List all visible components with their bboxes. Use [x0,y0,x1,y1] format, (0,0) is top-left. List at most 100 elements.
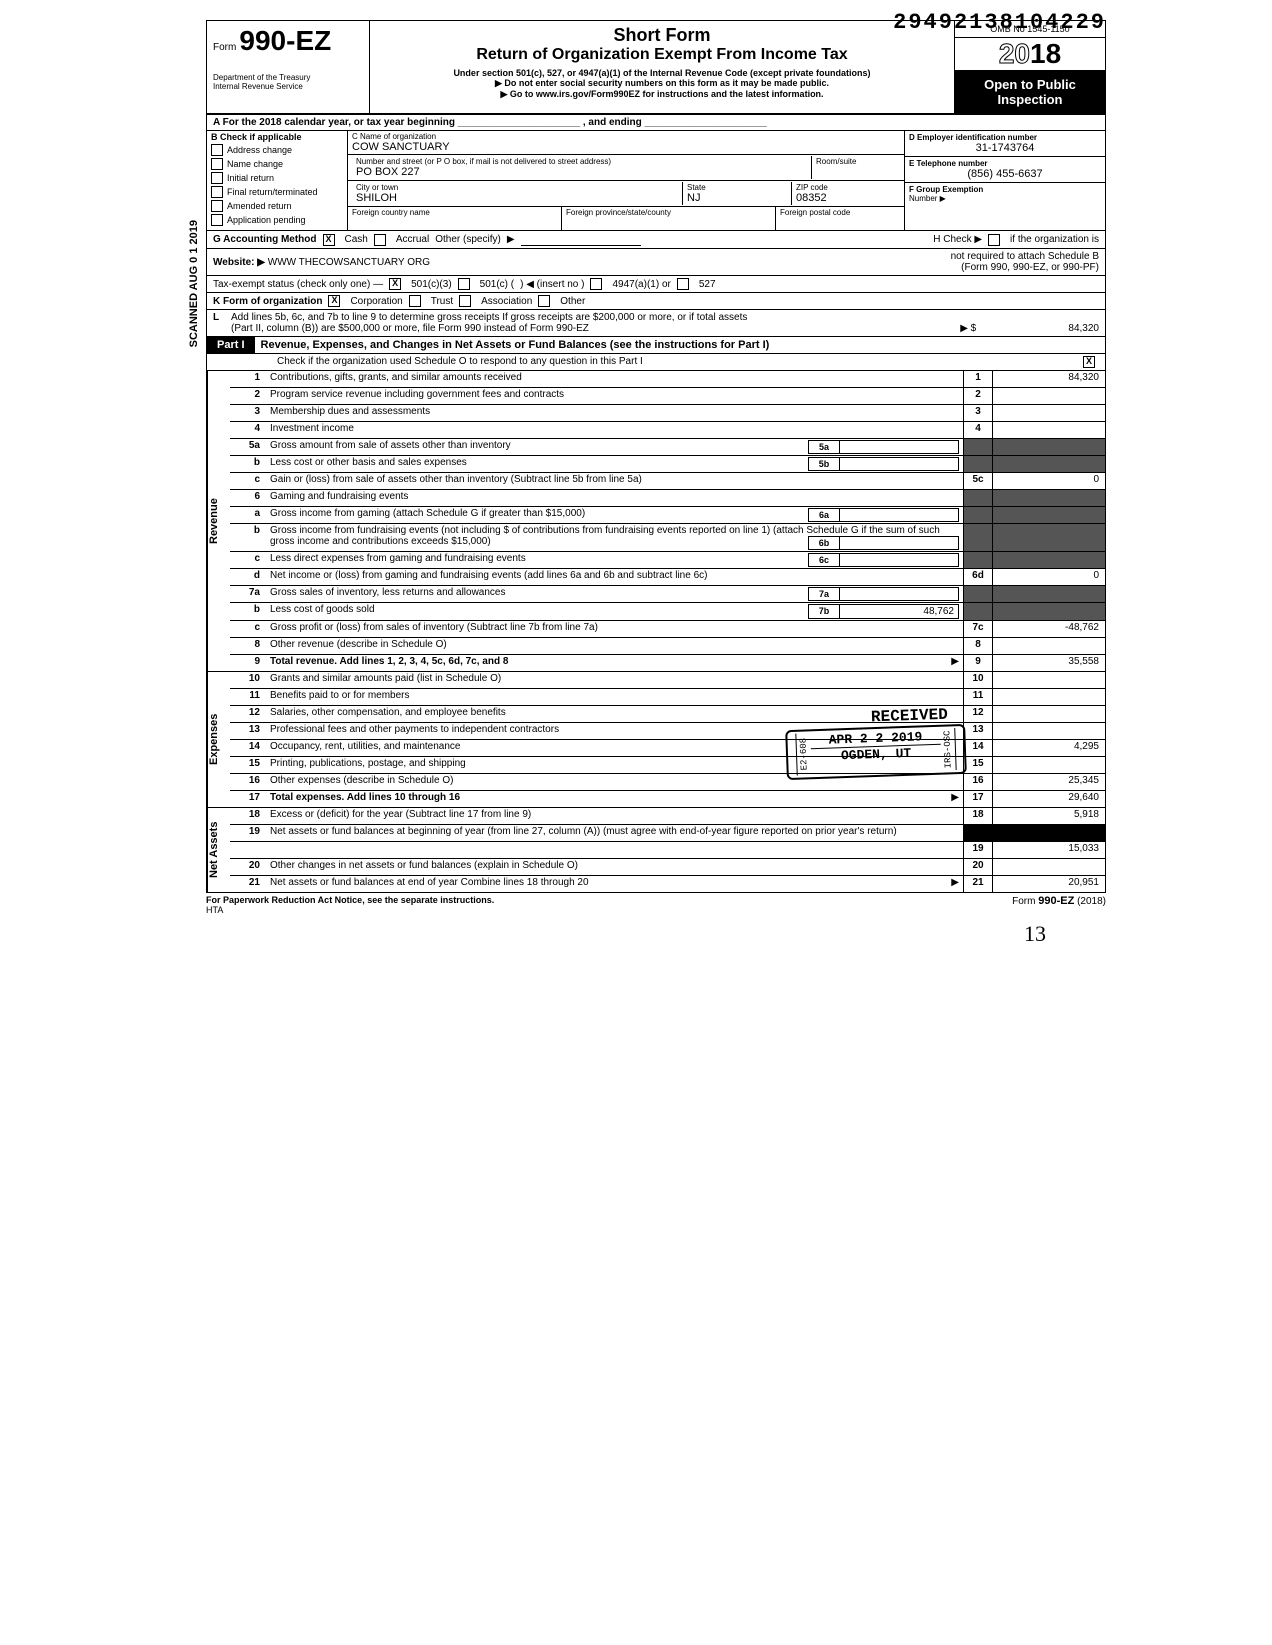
b-item: Amended return [207,199,347,213]
l-text1: Add lines 5b, 6c, and 7b to line 9 to de… [231,312,1099,323]
handwritten-pagenum: 13 [1024,921,1046,947]
checkbox[interactable] [211,186,223,198]
line-6b: b Gross income from fundraising events (… [230,524,1105,552]
title-sub: Under section 501(c), 527, or 4947(a)(1)… [378,68,946,78]
c-name-label: C Name of organization [352,132,900,141]
checkbox-4947[interactable] [590,278,602,290]
line-11: 11 Benefits paid to or for members 11 [230,689,1105,706]
other-specify-field[interactable] [521,233,641,246]
checkbox[interactable] [211,172,223,184]
line-6: 6 Gaming and fundraising events [230,490,1105,507]
title-line1: ▶ Do not enter social security numbers o… [378,78,946,89]
checkbox-assoc[interactable] [459,295,471,307]
netassets-body: 18 Excess or (deficit) for the year (Sub… [230,808,1105,892]
checkbox-501c3[interactable]: X [389,278,401,290]
row-l: L Add lines 5b, 6c, and 7b to line 9 to … [206,310,1106,337]
dept-irs: Internal Revenue Service [213,82,363,91]
line-5b: b Less cost or other basis and sales exp… [230,456,1105,473]
website-value: WWW THECOWSANCTUARY ORG [268,257,430,268]
scanned-stamp: SCANNED AUG 0 1 2019 [188,220,200,347]
line-7b: b Less cost of goods sold 7b48,762 [230,603,1105,621]
org-street: PO BOX 227 [356,166,807,178]
line-7a: 7a Gross sales of inventory, less return… [230,586,1105,603]
checkbox[interactable] [211,144,223,156]
part1-label: Part I [207,337,255,353]
year-suffix: 18 [1030,38,1061,69]
d-ein: D Employer identification number 31-1743… [905,131,1105,157]
c-state-label: State [687,183,787,192]
row-g: G Accounting Method XCash Accrual Other … [206,231,1106,249]
org-name: COW SANCTUARY [352,141,900,153]
title-short: Short Form [378,25,946,46]
h-label: H Check ▶ [933,234,982,245]
c-city-row: City or town SHILOH State NJ ZIP code 08… [348,181,904,207]
line-6a: a Gross income from gaming (attach Sched… [230,507,1105,524]
line-15: 15 Printing, publications, postage, and … [230,757,1105,774]
c-fpc-label: Foreign postal code [780,208,900,217]
line-18: 18 Excess or (deficit) for the year (Sub… [230,808,1105,825]
checkbox-cash[interactable]: X [323,234,335,246]
footer: For Paperwork Reduction Act Notice, see … [206,893,1106,917]
c-street-row: Number and street (or P O box, if mail i… [348,155,904,181]
checkbox-501c[interactable] [458,278,470,290]
line-8: 8 Other revenue (describe in Schedule O)… [230,638,1105,655]
form-prefix: Form [213,42,236,53]
line-21: 21 Net assets or fund balances at end of… [230,876,1105,892]
k-label: K Form of organization [213,296,322,307]
c-city-label: City or town [356,183,678,192]
row-i: Tax-exempt status (check only one) — X50… [206,276,1106,293]
open-public: Open to Public Inspection [955,71,1105,113]
c-street-label: Number and street (or P O box, if mail i… [356,157,807,166]
l-text2: (Part II, column (B)) are $500,000 or mo… [231,323,589,334]
line-6c: c Less direct expenses from gaming and f… [230,552,1105,569]
col-b: B Check if applicable Address change Nam… [207,131,348,230]
b-item: Application pending [207,213,347,227]
row-k: K Form of organization XCorporation Trus… [206,293,1106,310]
checkbox-accrual[interactable] [374,234,386,246]
checkbox-schedule-o[interactable]: X [1083,356,1095,368]
h-text1: if the organization is [1010,234,1099,245]
checkbox-trust[interactable] [409,295,421,307]
website-label: Website: ▶ [213,257,265,268]
d-group-sub: Number ▶ [909,194,1101,203]
checkbox[interactable] [211,214,223,226]
c-fc-label: Foreign country name [352,208,557,217]
checkbox[interactable] [211,200,223,212]
line-16: 16 Other expenses (describe in Schedule … [230,774,1105,791]
line-1: 1 Contributions, gifts, grants, and simi… [230,371,1105,388]
l-arrow: ▶ $ [960,323,976,334]
l-lead: L [213,312,219,323]
title-main: Return of Organization Exempt From Incom… [378,46,946,64]
checkbox[interactable] [211,158,223,170]
line-19: 19 Net assets or fund balances at beginn… [230,825,1105,842]
org-ein: 31-1743764 [909,142,1101,154]
expenses-section: Expenses 10 Grants and similar amounts p… [206,672,1106,808]
footer-right: Form 990-EZ (2018) [1012,895,1106,915]
checkbox-527[interactable] [677,278,689,290]
line-13: 13 Professional fees and other payments … [230,723,1105,740]
form-number: 990-EZ [239,25,331,56]
line-3: 3 Membership dues and assessments 3 [230,405,1105,422]
top-barcode-number: 29492138104229 [893,10,1106,35]
form-number-cell: Form 990-EZ Department of the Treasury I… [207,21,370,113]
c-room-label: Room/suite [816,157,896,166]
org-zip: 08352 [796,192,896,204]
c-foreign-row: Foreign country name Foreign province/st… [348,207,904,230]
checkbox-corp[interactable]: X [328,295,340,307]
checkbox-h[interactable] [988,234,1000,246]
d-ein-label: D Employer identification number [909,133,1101,142]
b-item: Name change [207,157,347,171]
l-amount: 84,320 [979,323,1099,334]
checkbox-other[interactable] [538,295,550,307]
side-expenses: Expenses [207,672,230,807]
footer-hta: HTA [206,905,223,915]
org-city: SHILOH [356,192,678,204]
part1-sub: Check if the organization used Schedule … [206,354,1106,371]
part1-sub-text: Check if the organization used Schedule … [277,356,643,368]
tax-year: 2018 [955,38,1105,71]
line-17: 17 Total expenses. Add lines 10 through … [230,791,1105,807]
dept-treasury: Department of the Treasury [213,73,363,82]
open-public-2: Inspection [957,92,1103,107]
col-d: D Employer identification number 31-1743… [905,131,1105,230]
b-item: Final return/terminated [207,185,347,199]
